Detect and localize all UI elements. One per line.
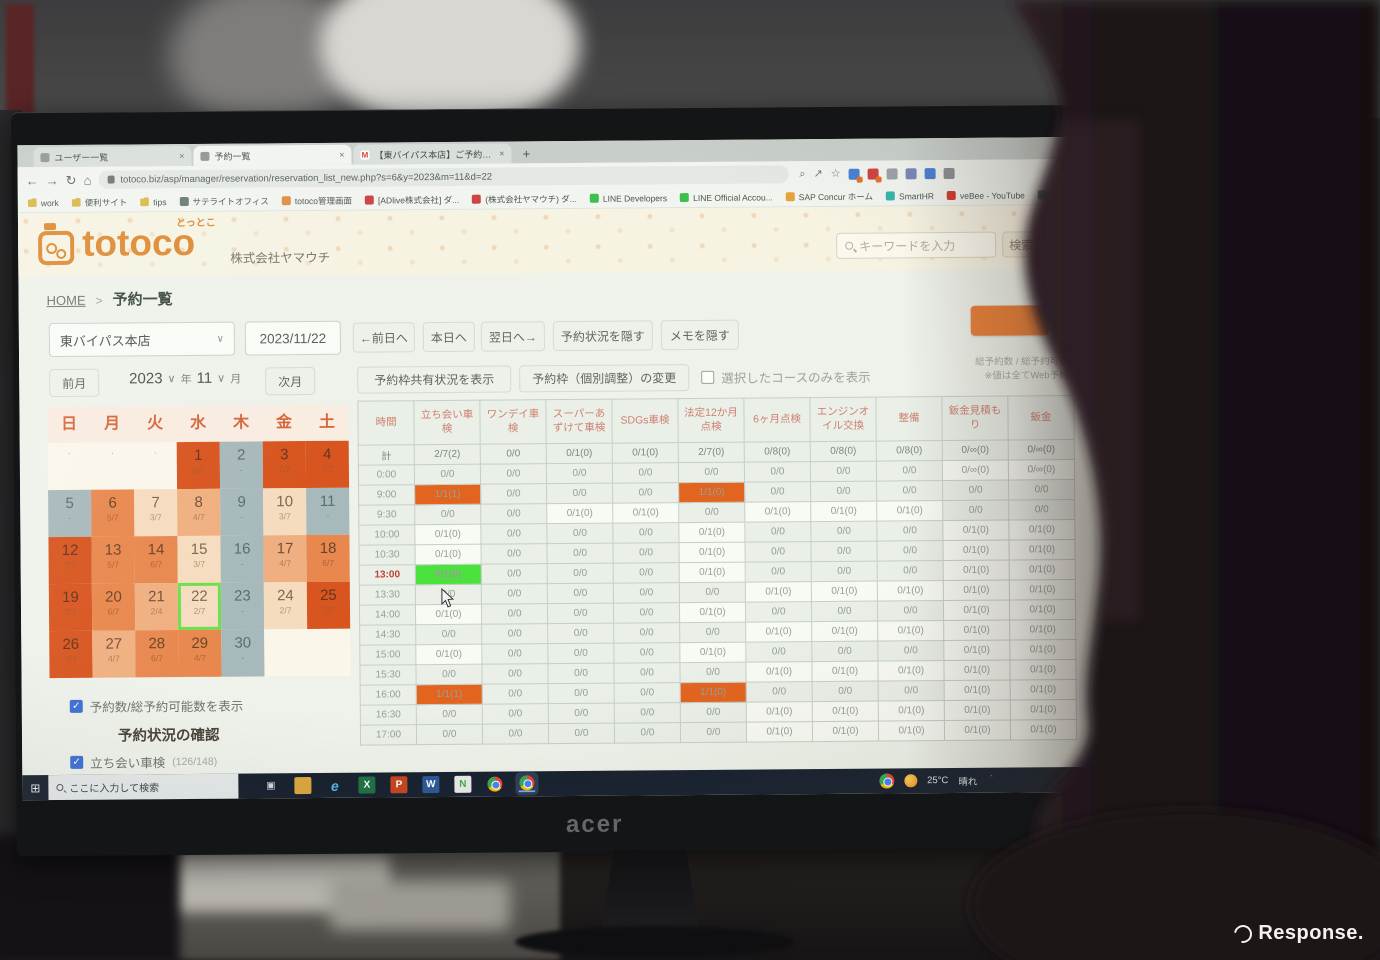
background-shelf-object (6, 4, 34, 114)
watermark: Response. (1230, 920, 1364, 947)
watermark-logo-icon (1230, 920, 1256, 947)
monitor-bezel: ユーザー一覧 × 予約一覧 × M 【東バイパス本店】ご予約ありがとう × + ← → ↻ ⌂… (11, 103, 1123, 857)
screen: ユーザー一覧 × 予約一覧 × M 【東バイパス本店】ご予約ありがとう × + ← → ↻ ⌂… (17, 136, 1117, 801)
watermark-text: Response. (1258, 922, 1364, 944)
desk-papers (330, 880, 510, 930)
monitor-stand-base (515, 926, 795, 958)
monitor-stand (600, 850, 700, 936)
